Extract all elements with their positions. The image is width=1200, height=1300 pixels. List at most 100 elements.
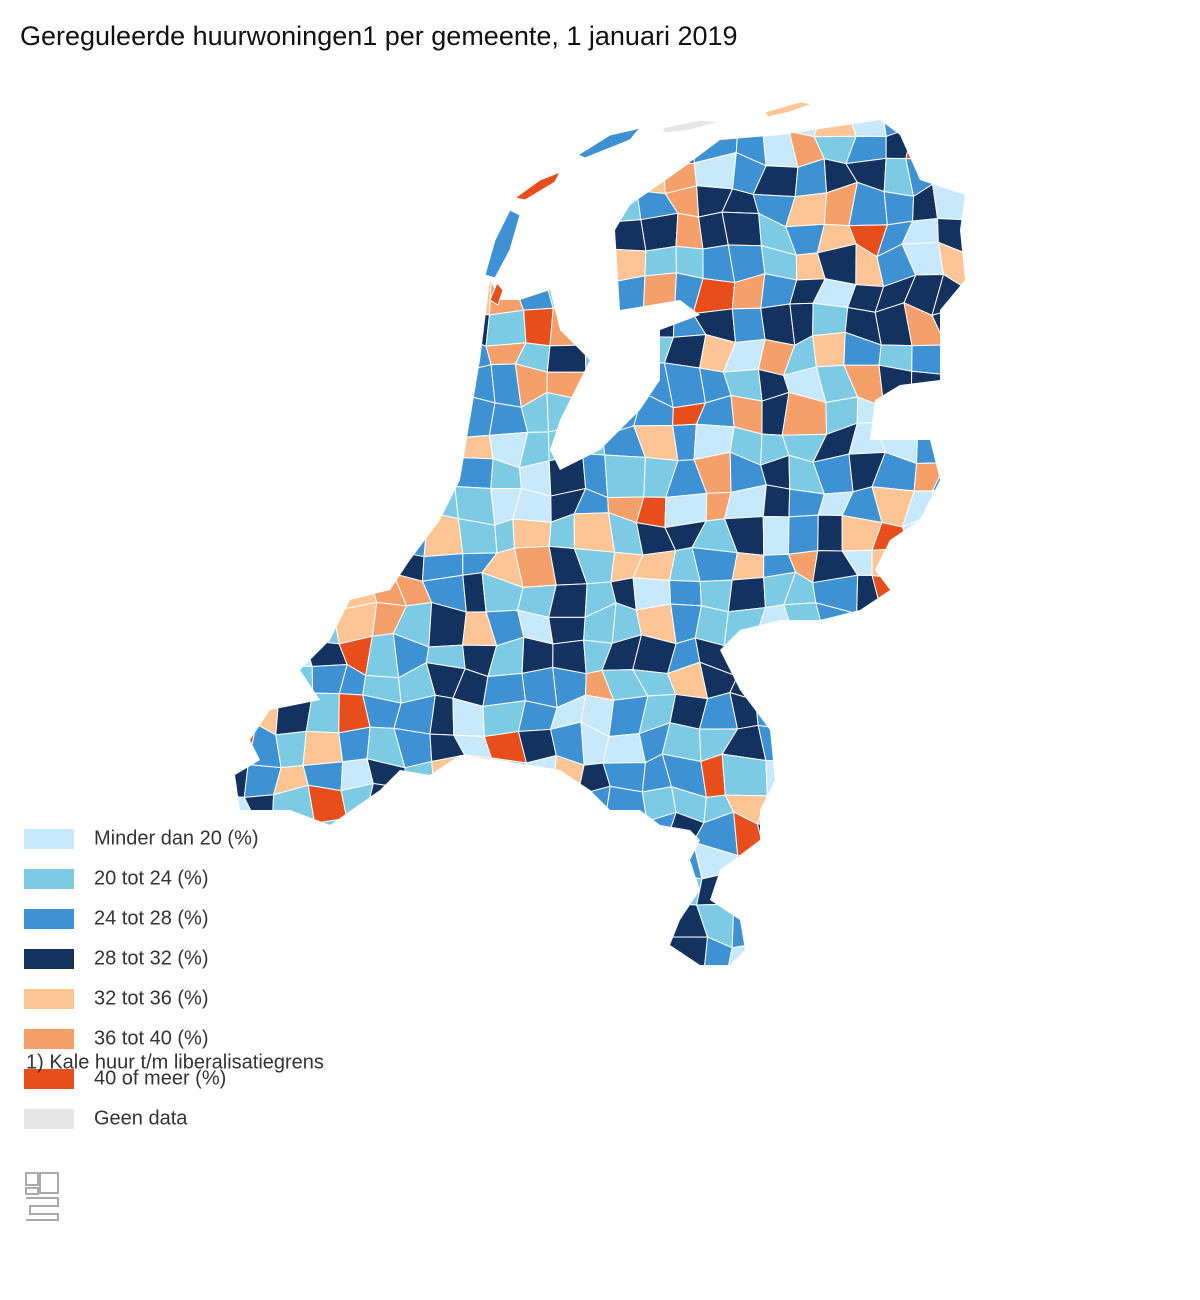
municipality bbox=[766, 967, 792, 1007]
municipality bbox=[936, 696, 965, 737]
municipality bbox=[303, 484, 339, 524]
municipality bbox=[332, 516, 379, 551]
municipality bbox=[905, 125, 947, 162]
municipality bbox=[753, 851, 792, 888]
municipality bbox=[575, 274, 615, 318]
municipality bbox=[333, 125, 378, 168]
municipality bbox=[369, 964, 407, 965]
municipality bbox=[545, 853, 588, 884]
municipality bbox=[281, 391, 319, 430]
municipality bbox=[271, 822, 319, 859]
municipality bbox=[517, 942, 551, 965]
municipality bbox=[636, 902, 668, 948]
municipality bbox=[246, 583, 284, 606]
municipality bbox=[244, 271, 288, 317]
municipality bbox=[362, 485, 405, 518]
municipality bbox=[612, 151, 641, 192]
municipality bbox=[331, 306, 375, 345]
municipality bbox=[398, 933, 438, 965]
municipality bbox=[332, 850, 373, 886]
municipality bbox=[341, 817, 373, 853]
municipality bbox=[241, 904, 283, 945]
municipality bbox=[852, 613, 884, 646]
municipality bbox=[235, 580, 256, 610]
municipality bbox=[784, 882, 828, 918]
municipality bbox=[401, 462, 434, 497]
municipality bbox=[666, 936, 709, 965]
municipality bbox=[787, 514, 819, 555]
municipality bbox=[363, 305, 401, 347]
municipality bbox=[235, 631, 246, 678]
municipality bbox=[813, 814, 846, 856]
municipality bbox=[425, 394, 467, 438]
municipality bbox=[962, 120, 965, 127]
municipality bbox=[941, 964, 965, 965]
municipality bbox=[245, 544, 284, 587]
municipality bbox=[519, 213, 558, 256]
municipality bbox=[281, 966, 305, 1006]
municipality bbox=[902, 782, 940, 827]
municipality bbox=[398, 913, 438, 946]
municipality bbox=[644, 245, 677, 277]
municipality bbox=[605, 181, 642, 223]
municipality bbox=[666, 874, 703, 906]
municipality bbox=[875, 699, 913, 738]
municipality bbox=[871, 547, 911, 580]
municipality bbox=[235, 400, 258, 437]
municipality bbox=[452, 272, 493, 316]
municipality bbox=[522, 875, 556, 913]
municipality bbox=[461, 969, 489, 1003]
municipality bbox=[932, 513, 965, 551]
municipality bbox=[272, 665, 314, 694]
municipality bbox=[841, 795, 883, 826]
municipality bbox=[254, 305, 289, 336]
municipality bbox=[969, 585, 1005, 612]
municipality bbox=[602, 873, 639, 911]
municipality bbox=[874, 874, 909, 911]
municipality bbox=[307, 159, 348, 197]
municipality bbox=[392, 845, 436, 880]
municipality bbox=[549, 307, 586, 347]
municipality bbox=[488, 154, 524, 191]
municipality bbox=[367, 543, 401, 575]
municipality bbox=[490, 125, 524, 164]
municipality bbox=[235, 761, 249, 798]
municipality bbox=[731, 903, 766, 949]
municipality bbox=[765, 759, 786, 797]
municipality bbox=[546, 391, 585, 433]
municipality bbox=[636, 151, 666, 195]
municipality bbox=[308, 249, 348, 283]
municipality bbox=[790, 632, 825, 676]
municipality bbox=[964, 905, 965, 946]
municipality bbox=[874, 401, 919, 431]
municipality bbox=[241, 941, 287, 965]
municipality bbox=[783, 934, 828, 965]
municipality bbox=[696, 873, 735, 906]
municipality bbox=[546, 818, 588, 857]
municipality bbox=[235, 213, 255, 257]
municipality bbox=[368, 430, 403, 469]
municipality bbox=[425, 943, 463, 965]
municipality bbox=[403, 370, 428, 402]
municipality bbox=[613, 311, 644, 349]
municipality bbox=[931, 462, 965, 492]
municipality bbox=[667, 964, 707, 965]
municipality bbox=[401, 964, 429, 965]
municipality bbox=[850, 755, 878, 798]
municipality bbox=[881, 824, 916, 859]
municipality bbox=[421, 129, 461, 169]
municipality bbox=[934, 374, 965, 400]
legend-swatch bbox=[24, 1109, 74, 1129]
municipality bbox=[939, 905, 965, 941]
municipality bbox=[728, 968, 767, 1007]
municipality bbox=[392, 551, 425, 582]
municipality bbox=[453, 434, 494, 460]
municipality bbox=[812, 302, 849, 337]
municipality bbox=[970, 220, 1001, 256]
municipality bbox=[786, 851, 825, 888]
municipality bbox=[404, 120, 433, 133]
municipality bbox=[314, 817, 348, 852]
municipality bbox=[422, 283, 464, 313]
islands bbox=[484, 101, 814, 306]
